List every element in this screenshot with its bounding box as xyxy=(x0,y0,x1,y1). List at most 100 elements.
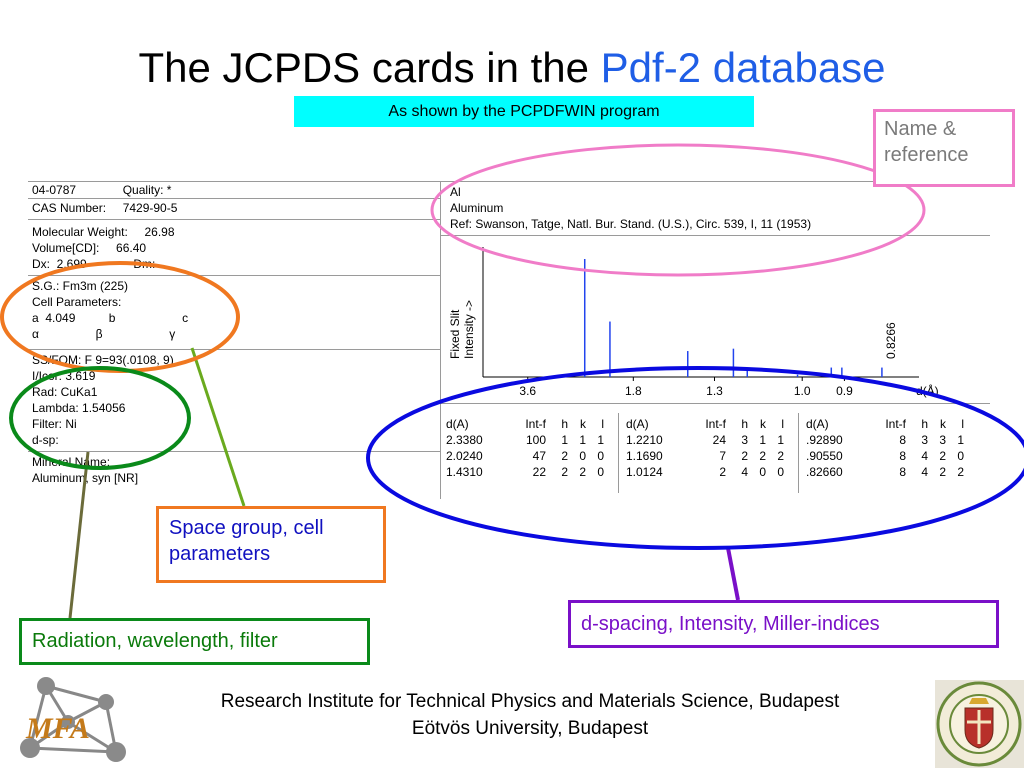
table-cell: 2 xyxy=(759,449,766,463)
table-header-cell: d(A) xyxy=(626,417,649,431)
card-divider xyxy=(440,181,441,499)
table-cell: 2 xyxy=(777,449,784,463)
title-main: The JCPDS cards in the xyxy=(138,44,601,91)
table-cell: 47 xyxy=(532,449,546,463)
card-field-row: Dx: 2.699 Dm: xyxy=(32,257,156,271)
card-field-row: 04-0787 Quality: * xyxy=(32,183,172,197)
table-cell: 4 xyxy=(921,465,928,479)
table-cell: .82660 xyxy=(806,465,843,479)
pattern-ylabel-2: Intensity -> xyxy=(462,300,476,359)
card-field-separator xyxy=(28,219,440,220)
card-field-row: Volume[CD]: 66.40 xyxy=(32,241,147,255)
card-field-row: SS/FOM: F 9=93(.0108, 9) xyxy=(32,353,174,367)
table-cell: 24 xyxy=(712,433,726,447)
pattern-ylabel-1: Fixed Slit xyxy=(448,309,462,359)
x-tick-label: 0.9 xyxy=(836,384,853,398)
card-field-row: a 4.049 b c xyxy=(32,311,189,325)
pdf-card-window: 04-0787 Quality: * CAS Number: 7429-90-5 M… xyxy=(28,181,990,499)
table-cell: 2 xyxy=(939,449,946,463)
table-cell: 7 xyxy=(719,449,726,463)
table-cell: 0 xyxy=(597,465,604,479)
table-header-cell: Int-f xyxy=(885,417,906,431)
table-cell: 0 xyxy=(759,465,766,479)
card-field-row: Mineral Name: xyxy=(32,455,111,469)
university-seal xyxy=(935,680,1024,768)
name-panel-separator xyxy=(440,235,990,236)
table-cell: 2.0240 xyxy=(446,449,483,463)
table-cell: 1 xyxy=(579,433,586,447)
card-field-row: Aluminum, syn [NR] xyxy=(32,471,139,485)
table-cell: 3 xyxy=(921,433,928,447)
table-cell: 2 xyxy=(939,465,946,479)
table-header-cell: l xyxy=(961,417,964,431)
title-highlight: Pdf-2 database xyxy=(600,44,886,91)
table-header-cell: Int-f xyxy=(525,417,546,431)
x-tick-label: 1.8 xyxy=(625,384,642,398)
table-cell: .90550 xyxy=(806,449,843,463)
x-tick-label: 3.6 xyxy=(519,384,536,398)
table-cell: 1.4310 xyxy=(446,465,483,479)
card-field-separator xyxy=(28,275,440,276)
dspacing-connector xyxy=(726,547,740,601)
card-field-row: Lambda: 1.54056 xyxy=(32,401,126,415)
card-field-row: d-sp: xyxy=(32,433,59,447)
card-field-row: Cell Parameters: xyxy=(32,295,122,309)
card-field-row: α β γ xyxy=(32,327,176,341)
footer-institute: Research Institute for Technical Physics… xyxy=(220,691,840,712)
logo-text: MFA xyxy=(25,712,90,745)
card-field-row: Filter: Ni xyxy=(32,417,77,431)
peak-label: 0.8266 xyxy=(884,322,898,359)
table-header-cell: d(A) xyxy=(806,417,829,431)
table-cell: 100 xyxy=(525,433,546,447)
name-line: Aluminum xyxy=(450,201,504,215)
pattern-xlabel: d(Å) xyxy=(916,383,939,398)
radiation-callout: Radiation, wavelength, filter xyxy=(19,618,370,665)
table-cell: 1.0124 xyxy=(626,465,663,479)
card-top-border xyxy=(28,181,990,182)
table-header-cell: k xyxy=(760,417,766,431)
table-cell: 0 xyxy=(957,449,964,463)
table-cell: 8 xyxy=(899,465,906,479)
table-top-border xyxy=(440,403,990,404)
table-cell: 2 xyxy=(561,449,568,463)
table-cell: 3 xyxy=(741,433,748,447)
x-tick-label: 1.3 xyxy=(706,384,723,398)
table-cell: 1.2210 xyxy=(626,433,663,447)
footer-university: Eötvös University, Budapest xyxy=(411,718,649,739)
table-block-divider xyxy=(618,413,619,493)
dspacing-callout: d-spacing, Intensity, Miller-indices xyxy=(568,600,999,648)
x-tick-label: 1.0 xyxy=(794,384,811,398)
table-header-cell: h xyxy=(741,417,748,431)
table-header-cell: d(A) xyxy=(446,417,469,431)
table-header-cell: Int-f xyxy=(705,417,726,431)
table-cell: 2 xyxy=(561,465,568,479)
table-cell: 8 xyxy=(899,433,906,447)
table-cell: 0 xyxy=(777,465,784,479)
table-cell: 0 xyxy=(597,449,604,463)
name-reference-callout: Name & reference xyxy=(873,109,1015,187)
table-cell: 1 xyxy=(777,433,784,447)
table-cell: 8 xyxy=(899,449,906,463)
card-field-separator xyxy=(28,349,440,350)
card-field-row: S.G.: Fm3m (225) xyxy=(32,279,129,293)
table-header-cell: h xyxy=(561,417,568,431)
table-cell: 2 xyxy=(719,465,726,479)
table-cell: 2 xyxy=(579,465,586,479)
table-header-cell: h xyxy=(921,417,928,431)
card-field-row: CAS Number: 7429-90-5 xyxy=(32,201,178,215)
table-cell: 4 xyxy=(741,465,748,479)
card-field-row: I/Icor: 3.619 xyxy=(32,369,96,383)
diffraction-pattern: Fixed Slit Intensity -> 3.6 1.8 1.3 1.0 0.9 … xyxy=(448,247,939,398)
card-field-row: Rad: CuKa1 xyxy=(32,385,98,399)
table-block-divider xyxy=(798,413,799,493)
card-field-separator xyxy=(28,451,440,452)
name-line: Al xyxy=(450,185,461,199)
table-cell: 0 xyxy=(579,449,586,463)
table-cell: 22 xyxy=(532,465,546,479)
table-header-cell: k xyxy=(940,417,946,431)
table-cell: 2 xyxy=(741,449,748,463)
table-cell: 2 xyxy=(957,465,964,479)
space-group-callout: Space group, cell parameters xyxy=(156,506,386,583)
table-cell: .92890 xyxy=(806,433,843,447)
table-cell: 1.1690 xyxy=(626,449,663,463)
